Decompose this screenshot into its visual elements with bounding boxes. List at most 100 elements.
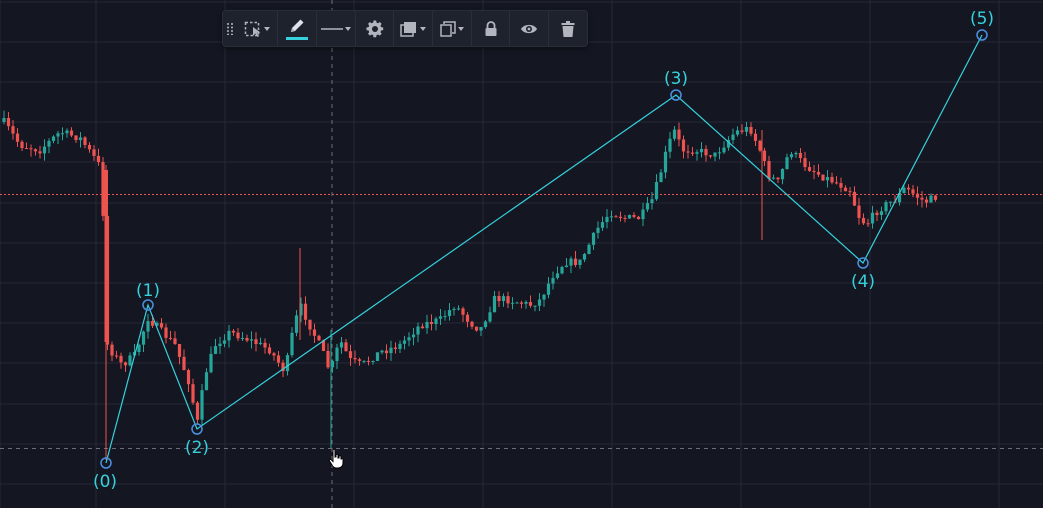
candle-body [461, 308, 465, 315]
candle-body [726, 139, 731, 148]
candle-body [416, 326, 420, 335]
toolbar-divider [316, 11, 317, 46]
candle-body [906, 187, 911, 190]
candle-body [375, 352, 380, 362]
candle-body [839, 183, 843, 188]
candle-body [335, 347, 339, 362]
candle-body [924, 199, 929, 203]
candle-body [699, 148, 704, 153]
candle-body [677, 129, 681, 140]
toolbar-divider [548, 11, 549, 46]
candle-body [308, 319, 312, 330]
candle-body [344, 342, 348, 352]
candle-body [114, 355, 119, 357]
wave-point-label-1: (1) [135, 281, 161, 301]
hand-cursor-icon [328, 448, 344, 473]
candle-body [780, 169, 785, 180]
candle-body [821, 174, 825, 181]
candle-body [447, 310, 452, 317]
candle-body [857, 205, 861, 218]
drag-handle-icon[interactable] [223, 11, 237, 46]
candle-body [2, 118, 6, 122]
candle-body [227, 330, 231, 341]
candle-body [119, 355, 123, 363]
candle-body [686, 151, 690, 153]
wave-anchor-point-4 [857, 257, 869, 269]
candle-body [456, 308, 461, 310]
wave-anchor-point-1 [142, 299, 154, 311]
candle-body [101, 162, 105, 216]
candle-body [312, 329, 317, 336]
candle-body [546, 283, 551, 295]
candle-body [483, 321, 488, 328]
candle-body [614, 216, 618, 218]
candle-body [420, 326, 425, 329]
candle-body [794, 152, 798, 155]
candle-body [605, 216, 609, 223]
toolbar-divider [471, 11, 472, 46]
candle-body [717, 152, 722, 154]
candle-body [353, 358, 357, 360]
lock-button[interactable] [472, 11, 509, 46]
candle-body [771, 177, 776, 179]
clone-icon [440, 20, 456, 37]
candle-body [465, 314, 470, 322]
candle-body [452, 308, 456, 311]
candle-body [623, 218, 627, 220]
selection-area-button[interactable] [237, 11, 277, 46]
toolbar-divider [509, 11, 510, 46]
toolbar-divider [277, 11, 278, 46]
candle-body [258, 342, 263, 345]
line-color-button[interactable] [278, 11, 316, 46]
candle-body [744, 126, 749, 132]
candle-body [137, 344, 141, 353]
candle-body [866, 223, 870, 225]
candle-body [398, 343, 402, 349]
candle-body [272, 353, 276, 356]
wave-anchor-point-3 [670, 89, 682, 101]
hide-button[interactable] [510, 11, 548, 46]
candle-body [294, 315, 299, 333]
wave-point-label-5: (5) [969, 9, 995, 29]
candle-body [537, 299, 542, 306]
candle-body [56, 133, 60, 137]
settings-button[interactable] [356, 11, 393, 46]
wave-anchor-point-0 [100, 457, 112, 469]
candle-body [753, 133, 758, 141]
candle-body [20, 141, 24, 149]
candle-body [749, 126, 753, 134]
visual-order-button[interactable] [394, 11, 432, 46]
candle-body [591, 232, 596, 245]
candle-body [533, 305, 537, 307]
wave-point-label-0: (0) [92, 472, 118, 492]
candle-body [47, 140, 51, 147]
candle-body [276, 355, 281, 363]
candle-body [510, 302, 515, 304]
chevron-down-icon [264, 26, 270, 31]
candle-body [195, 402, 200, 420]
candle-body [474, 326, 479, 331]
candle-body [6, 118, 11, 127]
eye-icon [520, 23, 538, 35]
wave-anchor-point-2 [191, 423, 203, 435]
candle-body [411, 334, 416, 338]
candle-body [632, 214, 636, 217]
candle-body [155, 323, 159, 326]
candle-body [659, 172, 663, 183]
candle-body [438, 316, 443, 319]
clone-button[interactable] [433, 11, 471, 46]
candle-body [123, 362, 128, 366]
candle-body [497, 296, 501, 302]
candle-body [654, 182, 659, 200]
candle-body [861, 217, 866, 224]
candle-body [290, 332, 294, 356]
candle-body [384, 350, 389, 354]
candle-body [110, 344, 114, 356]
candle-body [897, 193, 902, 203]
wave-point-label-3: (3) [663, 69, 689, 89]
line-style-button[interactable] [317, 11, 355, 46]
candle-body [209, 353, 213, 373]
delete-button[interactable] [549, 11, 587, 46]
